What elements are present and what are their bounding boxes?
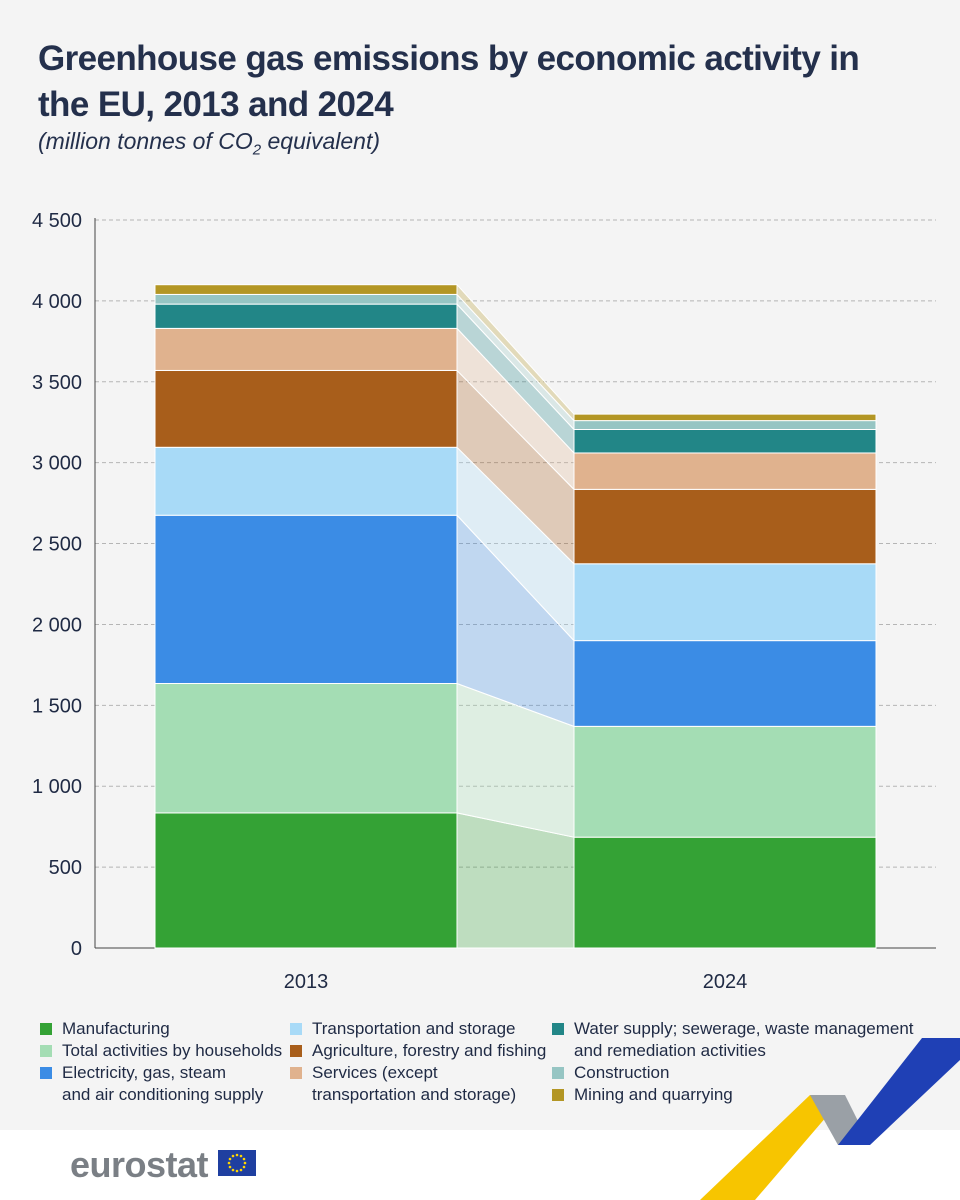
stacked-bar-chart: 0 500 1 000 1 500 2 000 2 500 3 000 3 500 4 000 4… (32, 210, 936, 993)
y-tick-label: 1 000 (32, 776, 82, 798)
bar-segment (154, 293, 458, 305)
legend-swatch-icon (552, 1023, 564, 1035)
y-tick-label: 0 (71, 938, 82, 960)
bar-segment (573, 413, 877, 422)
y-tick-label: 3 500 (32, 372, 82, 394)
legend-label: Transportation and storage (312, 1019, 516, 1038)
legend-swatch-icon (290, 1045, 302, 1057)
bar-segment (154, 369, 458, 448)
legend-label: Agriculture, forestry and fishing (312, 1041, 547, 1060)
legend-label-line2: and remediation activities (574, 1041, 766, 1060)
legend-swatch-icon (552, 1067, 564, 1079)
legend-label: Manufacturing (62, 1019, 170, 1038)
footer-bar: eurostat (0, 1130, 960, 1200)
y-tick-label: 2 000 (32, 614, 82, 636)
legend-item-mining: Mining and quarrying (552, 1084, 914, 1106)
legend-column-1: Manufacturing Total activities by househ… (40, 1018, 282, 1106)
legend-label: Water supply; sewerage, waste management (574, 1019, 914, 1038)
y-tick-label: 500 (49, 857, 82, 879)
bar-segment (154, 514, 458, 684)
legend-swatch-icon (552, 1089, 564, 1101)
bar-segment (154, 812, 458, 949)
y-tick-label: 1 500 (32, 695, 82, 717)
eu-stars-icon (227, 1153, 247, 1173)
eu-flag-icon (218, 1150, 256, 1176)
legend-swatch-icon (290, 1023, 302, 1035)
chart-subtitle: (million tonnes of CO2 equivalent) (38, 128, 380, 159)
bar-segment (573, 420, 877, 431)
legend-swatch-icon (40, 1045, 52, 1057)
bar-segment (154, 682, 458, 814)
legend-label: Construction (574, 1063, 670, 1082)
legend-label: Mining and quarrying (574, 1085, 733, 1104)
x-tick-label: 2024 (703, 971, 748, 993)
bar-segment (573, 452, 877, 490)
bar-segment (573, 563, 877, 642)
y-tick-label: 2 500 (32, 534, 82, 556)
subtitle-subscript: 2 (252, 141, 262, 159)
legend-swatch-icon (290, 1067, 302, 1079)
legend-swatch-icon (40, 1023, 52, 1035)
legend-item-agriculture: Agriculture, forestry and fishing (290, 1040, 546, 1062)
legend-column-2: Transportation and storage Agriculture, … (290, 1018, 546, 1106)
legend-item-transportation: Transportation and storage (290, 1018, 546, 1040)
legend-label: Electricity, gas, steam (62, 1063, 227, 1082)
bar-segment (573, 429, 877, 454)
bar-segment (573, 836, 877, 949)
legend-item-electricity: Electricity, gas, steam and air conditio… (40, 1062, 282, 1106)
y-tick-label: 4 500 (32, 210, 82, 232)
chart-title: Greenhouse gas emissions by economic act… (38, 39, 860, 124)
legend-item-households: Total activities by households (40, 1040, 282, 1062)
legend-label-line2: transportation and storage) (312, 1085, 517, 1104)
bar-segment (154, 303, 458, 329)
bar-segment (154, 446, 458, 516)
y-tick-label: 4 000 (32, 291, 82, 313)
legend-label: Services (except (312, 1063, 438, 1082)
bar-segment (573, 725, 877, 838)
legend-item-services: Services (except transportation and stor… (290, 1062, 546, 1106)
legend-item-manufacturing: Manufacturing (40, 1018, 282, 1040)
chart-legend: Manufacturing Total activities by househ… (40, 1018, 920, 1118)
bar-segment (154, 284, 458, 295)
legend-swatch-icon (40, 1067, 52, 1079)
bar-segment (573, 640, 877, 727)
legend-item-water-supply: Water supply; sewerage, waste management… (552, 1018, 914, 1062)
legend-item-construction: Construction (552, 1062, 914, 1084)
x-tick-label: 2013 (284, 971, 329, 993)
eurostat-logo-text: eurostat (70, 1144, 209, 1185)
y-tick-label: 3 000 (32, 453, 82, 475)
legend-column-3: Water supply; sewerage, waste management… (552, 1018, 914, 1106)
subtitle-prefix: (million tonnes of CO (38, 128, 253, 154)
legend-label: Total activities by households (62, 1041, 283, 1060)
bar-segment (573, 488, 877, 565)
bar-segment (154, 327, 458, 371)
subtitle-suffix: equivalent) (261, 128, 381, 154)
legend-label-line2: and air conditioning supply (62, 1085, 264, 1104)
